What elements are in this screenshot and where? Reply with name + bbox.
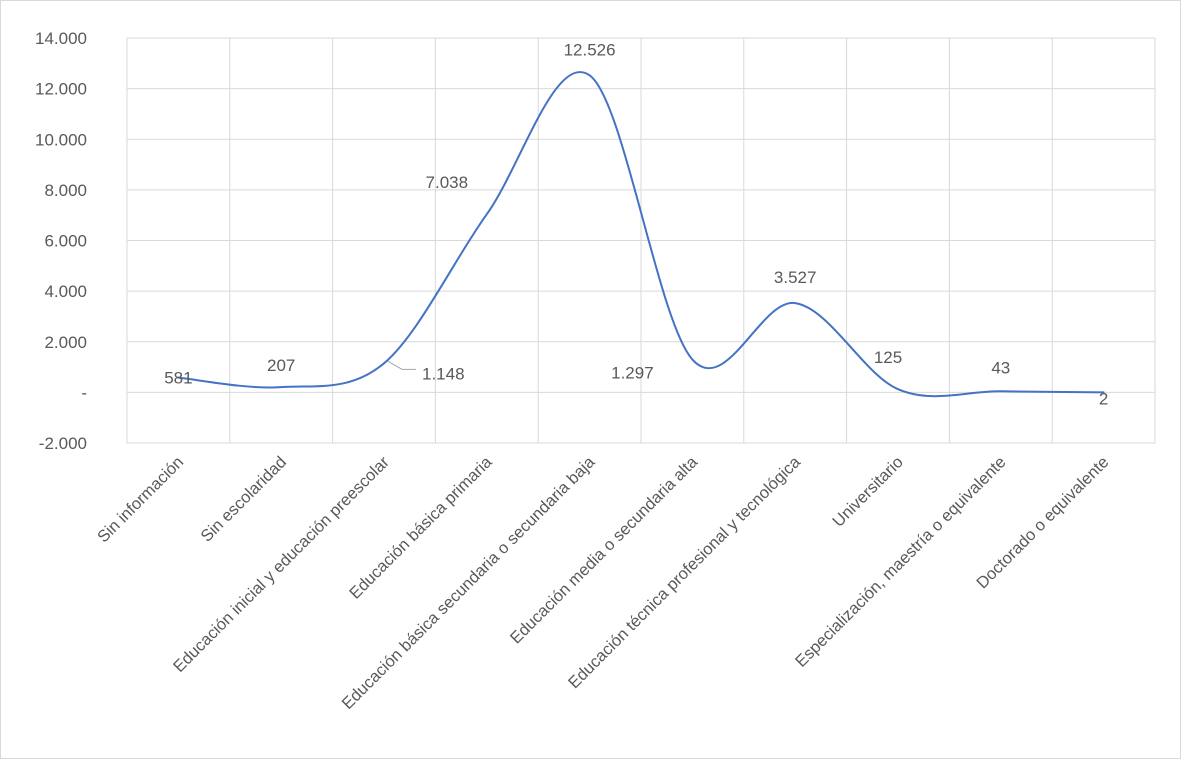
series-line-layer <box>177 71 1105 398</box>
x-category-label: Educación inicial y educación preescolar <box>170 453 393 676</box>
data-label-layer: 581 207 1.148 7.038 12.526 1.297 3.527 125 43 2 <box>164 40 1108 408</box>
y-tick-label: 2.000 <box>44 333 87 352</box>
grid-layer <box>126 37 1156 444</box>
y-tick-label: -2.000 <box>39 434 87 453</box>
data-label: 207 <box>267 356 295 375</box>
series-line <box>177 71 1105 398</box>
data-label: 3.527 <box>774 268 817 287</box>
x-axis-category-labels: Sin información Sin escolaridadEducación … <box>94 453 1112 713</box>
data-label: 1.297 <box>611 364 654 383</box>
x-category-label: Especialización, maestría o equivalente <box>792 453 1010 671</box>
y-tick-label: 8.000 <box>44 181 87 200</box>
y-tick-label: - <box>81 383 87 402</box>
y-tick-label: 14.000 <box>35 29 87 48</box>
data-label: 43 <box>991 358 1010 377</box>
y-tick-label: 10.000 <box>35 130 87 149</box>
x-category-label: Sin escolaridad <box>198 453 291 546</box>
y-tick-label: 6.000 <box>44 232 87 251</box>
x-category-label: Educación técnica profesional y tecnológ… <box>565 453 805 693</box>
x-category-label: Sin información <box>94 453 187 546</box>
x-category-label: Universitario <box>829 453 907 531</box>
data-label: 1.148 <box>422 364 465 383</box>
data-label: 125 <box>874 348 902 367</box>
y-tick-label: 12.000 <box>35 80 87 99</box>
y-tick-label: 4.000 <box>44 282 87 301</box>
data-label: 581 <box>164 369 192 388</box>
data-label: 12.526 <box>564 40 616 59</box>
data-label: 7.038 <box>426 173 469 192</box>
data-label-leader-line <box>387 360 416 370</box>
data-label: 2 <box>1099 389 1108 408</box>
y-axis-tick-labels: 14.000 12.000 10.000 8.000 6.000 4.000 2.000 - -… <box>35 29 87 453</box>
x-category-label: Educación media o secundaria alta <box>507 453 702 648</box>
